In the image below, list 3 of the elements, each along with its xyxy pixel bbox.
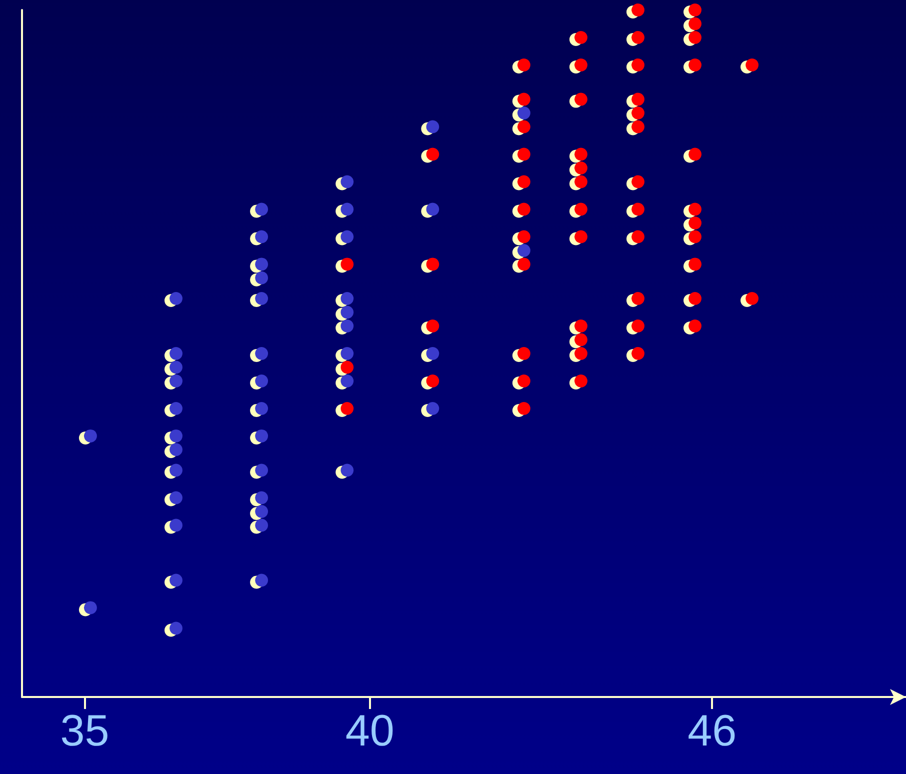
x-tick-label: 46: [688, 706, 737, 756]
x-tick-label: 35: [60, 706, 110, 756]
x-tick-label: 40: [345, 706, 394, 756]
